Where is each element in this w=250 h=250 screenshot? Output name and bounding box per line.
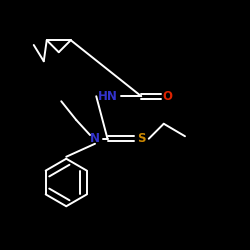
Text: HN: HN xyxy=(98,90,117,103)
Text: N: N xyxy=(90,132,100,145)
Text: O: O xyxy=(162,90,172,103)
Text: S: S xyxy=(137,132,145,145)
